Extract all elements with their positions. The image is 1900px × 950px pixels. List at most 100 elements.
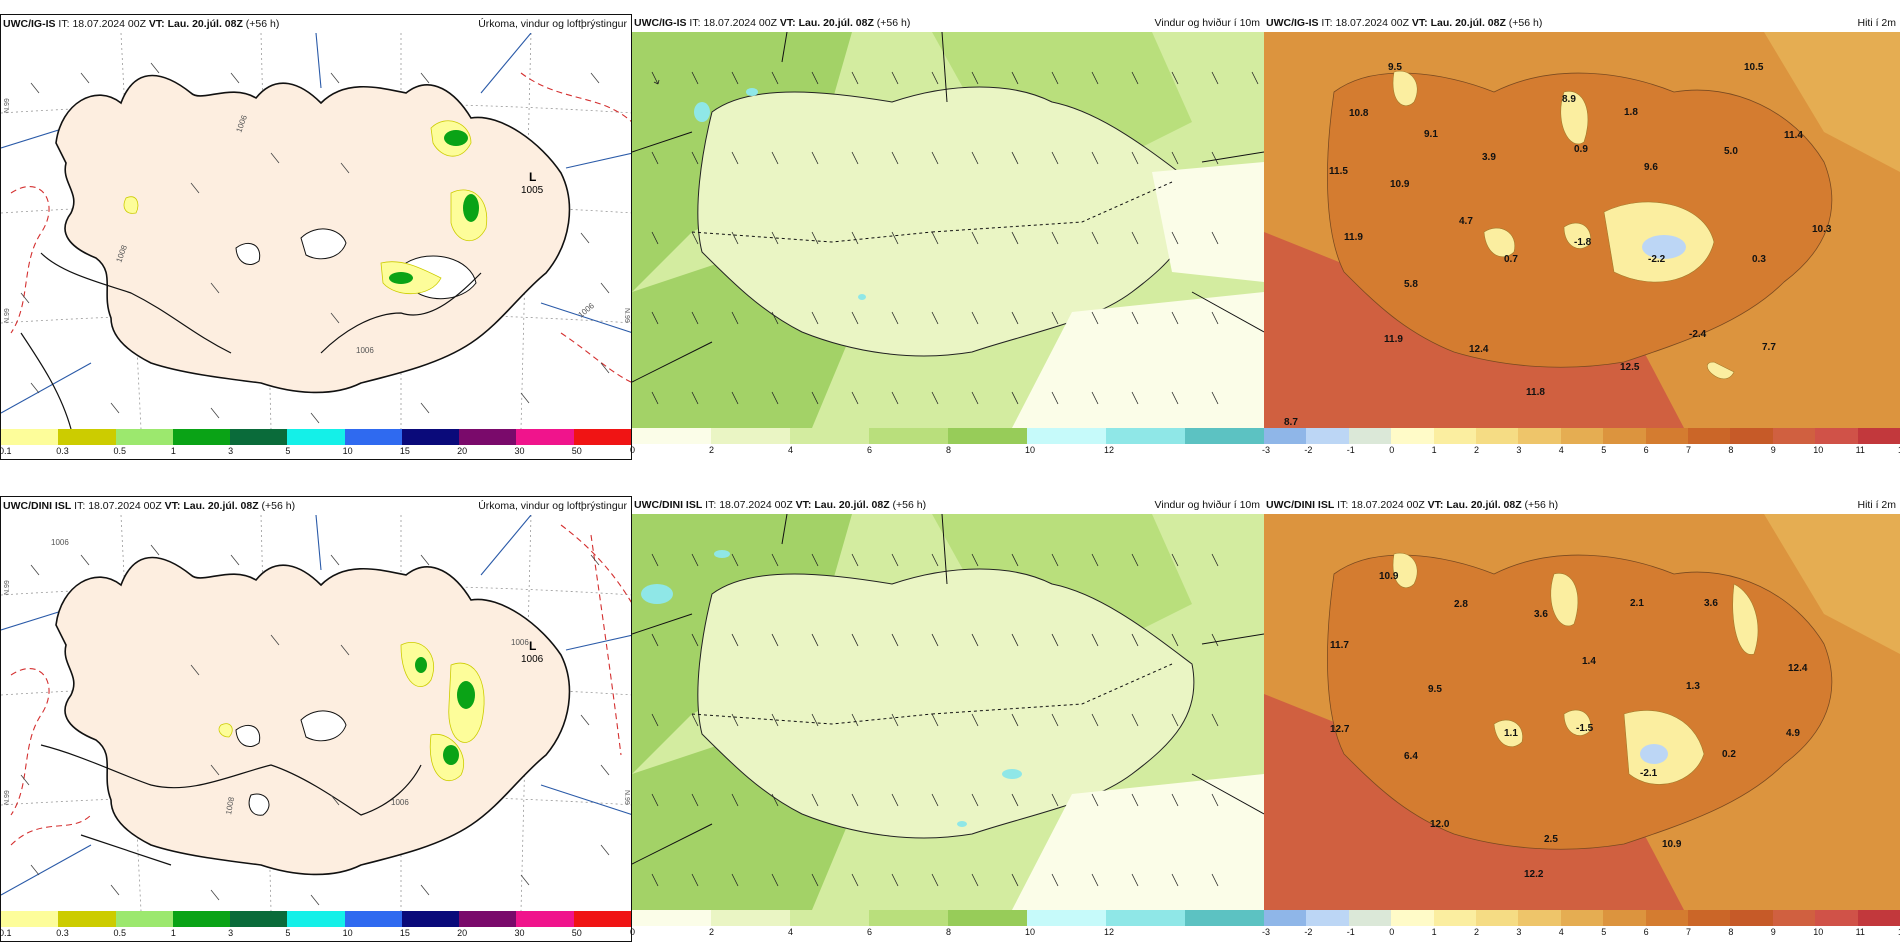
colorbar-tick-label: 50 [571, 928, 582, 938]
temp-label: 2.5 [1544, 834, 1558, 845]
colorbar-swatches [1264, 428, 1900, 444]
wind-colorbar: 0 2 4 6 8 10 12 [630, 910, 1264, 940]
colorbar-tick-label: -1 [1346, 445, 1355, 455]
temp-label: 8.9 [1562, 94, 1576, 105]
colorbar-swatch [1433, 428, 1477, 444]
temp-label: 9.5 [1428, 684, 1442, 695]
temp-label: 12.7 [1330, 724, 1350, 735]
colorbar-tick-label: -2 [1304, 445, 1313, 455]
colorbar-tick-label: 6 [1643, 927, 1649, 937]
model-name: UWC/DINI ISL [3, 500, 72, 512]
colorbar-swatch [1185, 910, 1264, 926]
precip-colorbar: 0.1 0.3 0.5 1 3 5 10 15 20 30 50 [0, 429, 631, 459]
colorbar-tick-label: 6 [867, 445, 873, 455]
colorbar-swatch [115, 911, 173, 927]
colorbar-swatch [459, 911, 517, 927]
colorbar-tick-label: -1 [1346, 927, 1355, 937]
temp-label: 11.7 [1330, 640, 1349, 651]
colorbar-swatch [1, 429, 59, 445]
panel-header: UWC/IG-IS IT: 18.07.2024 00Z VT: Lau. 20… [1264, 14, 1900, 32]
panel-title: Hiti í 2m [1857, 17, 1896, 29]
colorbar-tick-label: 5 [285, 446, 291, 456]
temp-label: 10.9 [1379, 571, 1399, 582]
colorbar-tick-label: 0.3 [56, 446, 69, 456]
isobar-label: 1006 [511, 638, 529, 647]
temp-label: 7.7 [1762, 342, 1776, 353]
colorbar-tick-label: 12 [1898, 445, 1900, 455]
colorbar-tick-label: -3 [1262, 445, 1271, 455]
colorbar-ticks: -3-2-1012345678910111213 [1262, 926, 1900, 940]
temp-label: 0.3 [1752, 254, 1766, 265]
temp-panel-top: UWC/IG-IS IT: 18.07.2024 00Z VT: Lau. 20… [1262, 14, 1900, 460]
it-label: IT: [74, 500, 86, 512]
colorbar-swatch [632, 428, 711, 444]
temp-label: 12.2 [1524, 869, 1544, 880]
colorbar-tick-label: 30 [514, 928, 525, 938]
temp-label: 1.1 [1504, 728, 1518, 739]
colorbar-swatch [401, 911, 460, 927]
colorbar-swatch [516, 911, 574, 927]
temp-label: 11.9 [1344, 232, 1363, 243]
colorbar-tick-label: 4 [1558, 445, 1564, 455]
temp-map-svg: 9.5 10.5 10.8 8.9 1.8 9.1 11.4 11.5 3.9 … [1264, 32, 1900, 428]
precip-map-svg: L 1006 1006 1008 1006 1006 N.99 N.99 N.9… [1, 515, 631, 911]
panel-title: Hiti í 2m [1857, 499, 1896, 511]
temp-label: -2.4 [1689, 329, 1707, 340]
panel-header: UWC/DINI ISL IT: 18.07.2024 00Z VT: Lau.… [632, 496, 1264, 514]
colorbar-tick-label: 12 [1898, 927, 1900, 937]
colorbar-tick-label: 8 [946, 445, 952, 455]
lat-label: N.99 [4, 580, 11, 595]
colorbar-swatch [1857, 428, 1900, 444]
colorbar-tick-label: 5 [1601, 927, 1607, 937]
panel-title: Úrkoma, vindur og loftþrýstingur [478, 18, 627, 30]
colorbar-tick-label: 2 [1474, 445, 1480, 455]
colorbar-swatch [459, 429, 517, 445]
temp-colorbar: -3-2-1012345678910111213 [1262, 910, 1900, 940]
colorbar-swatch [1857, 910, 1900, 926]
model-name: UWC/DINI ISL [634, 499, 703, 511]
colorbar-tick-label: 15 [399, 446, 410, 456]
vt-value: Lau. 20.júl. 08Z [798, 17, 874, 29]
colorbar-tick-label: 4 [788, 927, 794, 937]
lead-time: (+56 h) [1524, 499, 1559, 511]
colorbar-swatch [1433, 910, 1477, 926]
colorbar-swatch [1027, 428, 1106, 444]
colorbar-swatch [1645, 428, 1689, 444]
colorbar-swatch [1348, 428, 1392, 444]
colorbar-tick-label: 8 [1728, 445, 1734, 455]
temp-label: 0.2 [1722, 749, 1736, 760]
lead-time: (+56 h) [245, 18, 280, 30]
colorbar-tick-label: 12 [1104, 445, 1115, 455]
colorbar-swatch [1027, 910, 1106, 926]
low-pressure-value: 1006 [521, 654, 544, 665]
vt-label: VT: [1411, 17, 1428, 29]
vt-label: VT: [148, 18, 165, 30]
panel-header: UWC/IG-IS IT: 18.07.2024 00Z VT: Lau. 20… [1, 15, 631, 33]
colorbar-tick-label: 7 [1686, 445, 1692, 455]
colorbar-tick-label: 11 [1855, 445, 1865, 455]
panel-title: Vindur og hviður í 10m [1154, 499, 1260, 511]
colorbar-tick-label: 5 [1601, 445, 1607, 455]
it-value: 18.07.2024 00Z [1335, 17, 1409, 29]
colorbar-tick-label: 3 [228, 446, 234, 456]
colorbar-swatch [1603, 910, 1646, 926]
temp-label: 8.7 [1284, 417, 1298, 428]
colorbar-swatch [1688, 910, 1731, 926]
colorbar-swatch [1348, 910, 1392, 926]
colorbar-tick-label: 10 [1025, 445, 1036, 455]
precip-colorbar: 0.1 0.3 0.5 1 3 5 10 15 20 30 50 [0, 911, 631, 941]
colorbar-swatch [230, 429, 288, 445]
colorbar-tick-label: 1 [1431, 927, 1437, 937]
temp-label: 2.1 [1630, 598, 1644, 609]
colorbar-swatch [1106, 910, 1185, 926]
vt-value: Lau. 20.júl. 08Z [167, 18, 243, 30]
low-pressure-value: 1005 [521, 185, 544, 196]
colorbar-swatch [115, 429, 173, 445]
temp-label: 11.4 [1784, 130, 1803, 141]
colorbar-swatches [1, 911, 631, 927]
model-name: UWC/IG-IS [634, 17, 687, 29]
colorbar-swatch [344, 429, 402, 445]
vt-label: VT: [1427, 499, 1444, 511]
colorbar-tick-label: 1 [170, 446, 176, 456]
colorbar-swatch [790, 910, 869, 926]
